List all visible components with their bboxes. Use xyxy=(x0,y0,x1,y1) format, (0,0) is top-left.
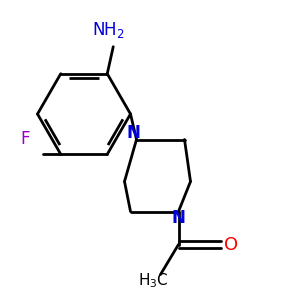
Text: NH$_2$: NH$_2$ xyxy=(92,20,124,40)
Text: F: F xyxy=(21,130,30,148)
Text: N: N xyxy=(172,209,185,227)
Text: H$_3$C: H$_3$C xyxy=(138,272,168,290)
Text: N: N xyxy=(127,124,140,142)
Text: O: O xyxy=(224,236,238,253)
